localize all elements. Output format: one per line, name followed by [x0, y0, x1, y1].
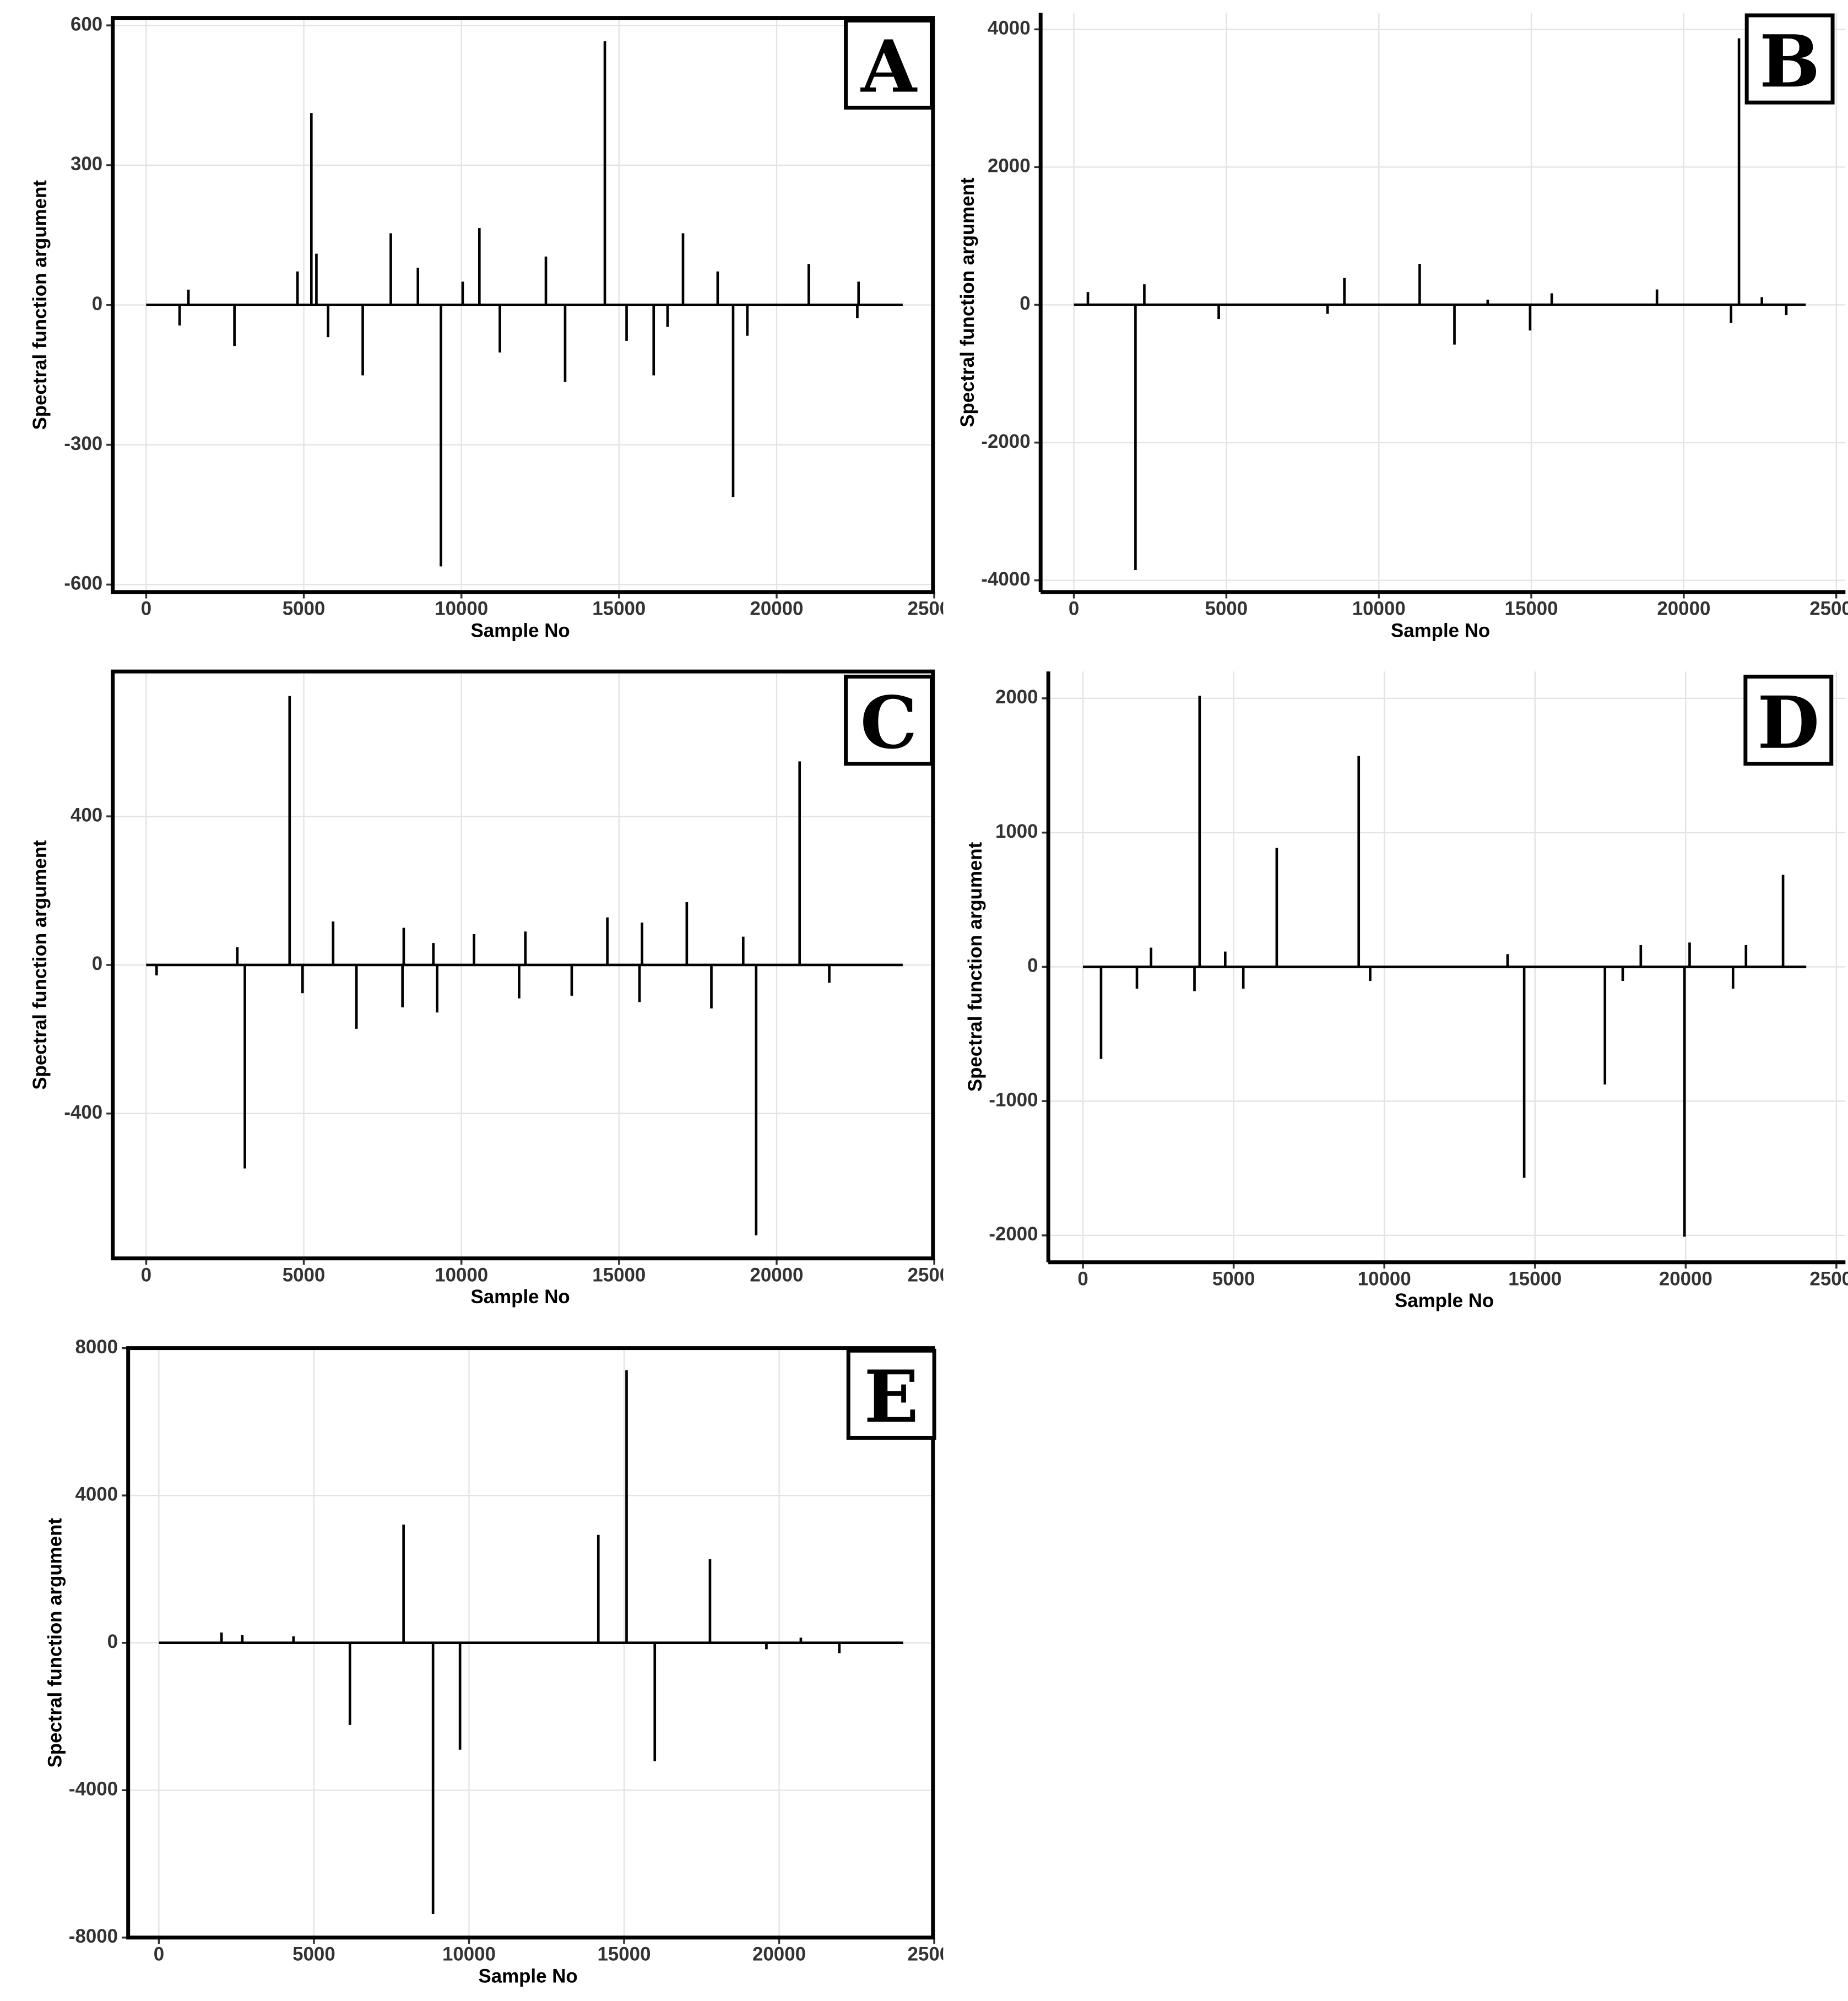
y-tick-label: -8000 [69, 1926, 118, 1947]
x-tick-label: 20000 [750, 1265, 803, 1286]
y-axis-title: Spectral function argument [29, 180, 51, 430]
x-tick-label: 5000 [283, 1265, 326, 1286]
panel-letter-box [1744, 13, 1835, 105]
y-tick-label: -4000 [981, 568, 1030, 590]
y-tick-label: 600 [71, 13, 102, 35]
x-tick-label: 5000 [292, 1944, 335, 1965]
panel-letter: B [1759, 19, 1820, 104]
plot-frame [111, 669, 935, 1261]
x-tick-label: 20000 [752, 1944, 806, 1965]
x-tick-label: 20000 [1657, 598, 1710, 620]
y-tick-label: -4000 [69, 1778, 118, 1799]
panel-letter-box [844, 18, 934, 110]
y-axis-title: Spectral function argument [45, 1518, 66, 1768]
x-tick-label: 10000 [1352, 598, 1406, 620]
y-tick-label: -600 [64, 573, 102, 594]
y-tick-label: 0 [92, 953, 102, 974]
panel-letter-box [844, 674, 934, 766]
x-tick-label: 0 [1077, 1268, 1088, 1290]
panel: -600 -300 0 300 600 0 5000 10000 15000 20000 25000… [29, 13, 961, 641]
panel-content: -600 -300 0 300 600 0 5000 10000 15000 20000 25000 [64, 13, 961, 620]
x-tick-label: 10000 [435, 1265, 488, 1286]
panel-letter-box [846, 1348, 936, 1440]
y-tick-label: 0 [92, 293, 102, 314]
x-axis-title: Sample No [478, 1965, 577, 1987]
x-tick-label: 10000 [442, 1944, 496, 1965]
x-tick-label: 20000 [750, 598, 803, 620]
x-tick-label: 25000 [908, 1944, 961, 1965]
x-tick-label: 25000 [1809, 598, 1848, 620]
x-tick-label: 5000 [283, 598, 326, 620]
panel: -8000 -4000 0 4000 8000 0 5000 10000 15000 20000 2… [45, 1336, 961, 1987]
x-axis-title: Sample No [1391, 620, 1490, 641]
y-tick-label: 0 [1027, 955, 1038, 977]
y-tick-label: 2000 [995, 686, 1038, 708]
x-axis-title: Sample No [1395, 1290, 1494, 1311]
y-tick-label: 300 [71, 153, 102, 175]
y-tick-label: 1000 [995, 821, 1038, 842]
x-tick-label: 15000 [592, 1265, 646, 1286]
x-tick-label: 0 [154, 1944, 164, 1965]
y-tick-label: -300 [64, 433, 102, 454]
panel-letter-box [1743, 674, 1834, 766]
panel-content: -400 0 400 0 5000 10000 15000 20000 25000 [64, 671, 961, 1286]
x-axis-title: Sample No [471, 620, 570, 641]
plot-frame [111, 16, 935, 594]
x-tick-label: 15000 [592, 598, 646, 620]
x-tick-label: 25000 [908, 1265, 961, 1286]
panel-letter: D [1757, 681, 1819, 765]
plot-frame [126, 1346, 935, 1940]
x-tick-label: 5000 [1205, 598, 1248, 620]
x-tick-label: 0 [1069, 598, 1079, 620]
x-tick-label: 10000 [435, 598, 488, 620]
panel-content: -8000 -4000 0 4000 8000 0 5000 10000 15000 20000 2… [69, 1336, 961, 1965]
panel-content: -4000 -2000 0 2000 4000 0 5000 10000 15000 20000 2… [981, 13, 1848, 620]
y-tick-label: -1000 [989, 1089, 1038, 1110]
x-tick-label: 25000 [1809, 1268, 1848, 1290]
y-tick-label: 2000 [988, 155, 1031, 177]
y-tick-label: -2000 [981, 431, 1030, 452]
panel: -400 0 400 0 5000 10000 15000 20000 25000 C Sample… [29, 669, 961, 1308]
y-tick-label: 4000 [75, 1483, 118, 1505]
x-tick-label: 15000 [1505, 598, 1558, 620]
x-tick-label: 0 [141, 1265, 151, 1286]
x-tick-label: 15000 [597, 1944, 651, 1965]
x-axis-title: Sample No [471, 1286, 570, 1308]
x-tick-label: 10000 [1358, 1268, 1411, 1290]
x-tick-label: 5000 [1212, 1268, 1255, 1290]
x-tick-label: 15000 [1508, 1268, 1562, 1290]
y-tick-label: -400 [64, 1102, 102, 1123]
y-axis-title: Spectral function argument [964, 842, 986, 1092]
x-tick-label: 0 [141, 598, 151, 620]
panel-letter: A [860, 24, 918, 109]
panel-letter: E [864, 1355, 919, 1439]
y-tick-label: 0 [107, 1631, 118, 1652]
y-tick-label: -2000 [989, 1223, 1038, 1245]
x-tick-label: 20000 [1659, 1268, 1712, 1290]
y-tick-label: 8000 [75, 1336, 118, 1358]
panel: -4000 -2000 0 2000 4000 0 5000 10000 15000 20000 2… [957, 13, 1848, 641]
panel-letter: C [860, 681, 918, 765]
y-axis-title: Spectral function argument [29, 840, 51, 1090]
y-tick-label: 4000 [988, 17, 1031, 39]
y-tick-label: 400 [71, 804, 102, 826]
x-tick-label: 25000 [908, 598, 961, 620]
y-tick-label: 0 [1020, 293, 1030, 314]
y-axis-title: Spectral function argument [957, 177, 978, 427]
